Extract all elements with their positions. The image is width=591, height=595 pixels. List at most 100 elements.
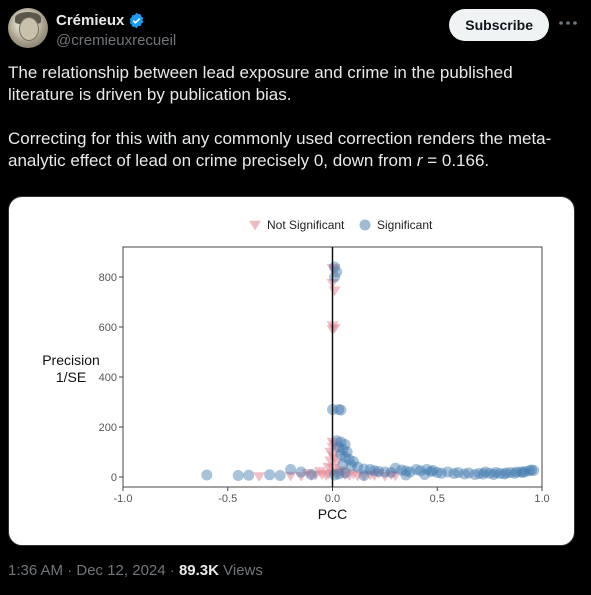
significant-point (490, 467, 502, 478)
significant-point (400, 469, 412, 481)
significant-point (368, 465, 380, 477)
significant-point (329, 271, 341, 283)
significant-point (343, 454, 355, 465)
not-significant-point (330, 445, 343, 455)
not-significant-point (328, 264, 341, 275)
significant-point (373, 466, 385, 477)
not-significant-point (284, 471, 297, 482)
significant-point (339, 439, 351, 450)
significant-point (526, 464, 538, 476)
views-count: 89.3K (178, 562, 219, 579)
x-tick-label: -1.0 (114, 493, 133, 505)
significant-point (448, 468, 460, 479)
significant-point (243, 469, 255, 481)
significant-point (341, 446, 353, 458)
legend-label: Not Significant (267, 218, 345, 232)
significant-point (442, 466, 454, 478)
significant-point (509, 467, 521, 479)
significant-point (264, 469, 276, 481)
significant-point (335, 404, 347, 416)
significant-point (385, 467, 397, 478)
significant-point (232, 470, 244, 481)
significant-point (333, 441, 345, 453)
y-tick-label: 0 (111, 472, 117, 484)
significant-point (306, 469, 318, 480)
significant-point (364, 464, 376, 475)
significant-point (494, 468, 506, 479)
significant-point (484, 467, 496, 479)
significant-point (419, 469, 431, 480)
significant-point (421, 464, 433, 475)
y-tick-label: 200 (99, 422, 117, 434)
not-significant-point (322, 462, 335, 473)
significant-point (404, 466, 416, 478)
significant-point (333, 404, 345, 415)
timestamp[interactable]: 1:36 AM · Dec 12, 2024 · (8, 562, 179, 579)
avatar[interactable] (8, 8, 48, 48)
post-media-image[interactable]: Not Significant Significant 0 200 400 600 800… (8, 196, 575, 546)
significant-point (425, 466, 437, 477)
significant-point (523, 465, 535, 477)
funnel-plot-chart: Not Significant Significant 0 200 400 600 800… (42, 218, 549, 522)
not-significant-point (385, 470, 398, 481)
significant-point (396, 464, 408, 476)
not-significant-point (372, 469, 385, 479)
significant-point (410, 464, 422, 475)
views-label: Views (218, 562, 263, 579)
x-axis-label: PCC (318, 506, 348, 522)
paragraph-2-suffix: = 0.166. (422, 151, 490, 170)
significant-point (427, 465, 439, 476)
post-paragraph-2: Correcting for this with any commonly us… (8, 128, 583, 172)
significant-point (477, 468, 489, 480)
y-tick-label: 800 (99, 272, 117, 284)
post-text: The relationship between lead exposure a… (8, 62, 583, 172)
significant-point (345, 460, 357, 472)
significant-point (500, 467, 512, 479)
legend-significant-marker (359, 219, 371, 231)
legend-not-significant-marker (249, 220, 261, 231)
subscribe-button[interactable]: Subscribe (449, 9, 549, 41)
not-significant-point (334, 466, 347, 476)
more-options-icon[interactable] (557, 12, 579, 34)
not-significant-point (313, 467, 326, 477)
significant-point (358, 470, 370, 481)
significant-point (519, 466, 531, 477)
verified-badge-icon (130, 12, 144, 29)
significant-point (389, 462, 401, 474)
significant-point (335, 436, 347, 448)
significant-point (431, 467, 443, 478)
significant-point (452, 467, 464, 478)
paragraph-2-prefix: Correcting for this with any commonly us… (8, 129, 552, 170)
y-tick-label: 600 (99, 322, 117, 334)
significant-point (331, 435, 343, 447)
not-significant-point (301, 469, 314, 479)
author-handle[interactable]: @cremieuxrecueil (56, 32, 177, 49)
significant-point (339, 467, 351, 479)
significant-point (463, 467, 475, 479)
significant-point (479, 466, 491, 478)
not-significant-point (330, 459, 343, 469)
y-axis-label-line-2: 1/SE (56, 369, 86, 385)
significant-point (347, 456, 359, 467)
significant-point (400, 465, 412, 477)
significant-point (469, 469, 481, 480)
significant-point (528, 465, 540, 476)
significant-point (414, 465, 426, 477)
post-meta: 1:36 AM · Dec 12, 2024 · 89.3K Views (8, 562, 263, 579)
significant-point (337, 444, 349, 455)
author-name[interactable]: Crémieux (56, 12, 125, 29)
significant-point (358, 463, 370, 475)
significant-point (201, 469, 213, 481)
significant-point (511, 466, 523, 478)
significant-point (498, 468, 510, 480)
significant-point (517, 467, 529, 478)
significant-point (505, 467, 517, 478)
post-header: Crémieux @cremieuxrecueil Subscribe (8, 8, 583, 52)
significant-point (488, 469, 500, 480)
chart-legend: Not Significant Significant (249, 218, 433, 232)
author-name-row[interactable]: Crémieux (56, 12, 145, 29)
not-significant-point (253, 472, 266, 482)
significant-point (337, 459, 349, 470)
significant-point (379, 466, 391, 478)
significant-point (285, 464, 297, 475)
